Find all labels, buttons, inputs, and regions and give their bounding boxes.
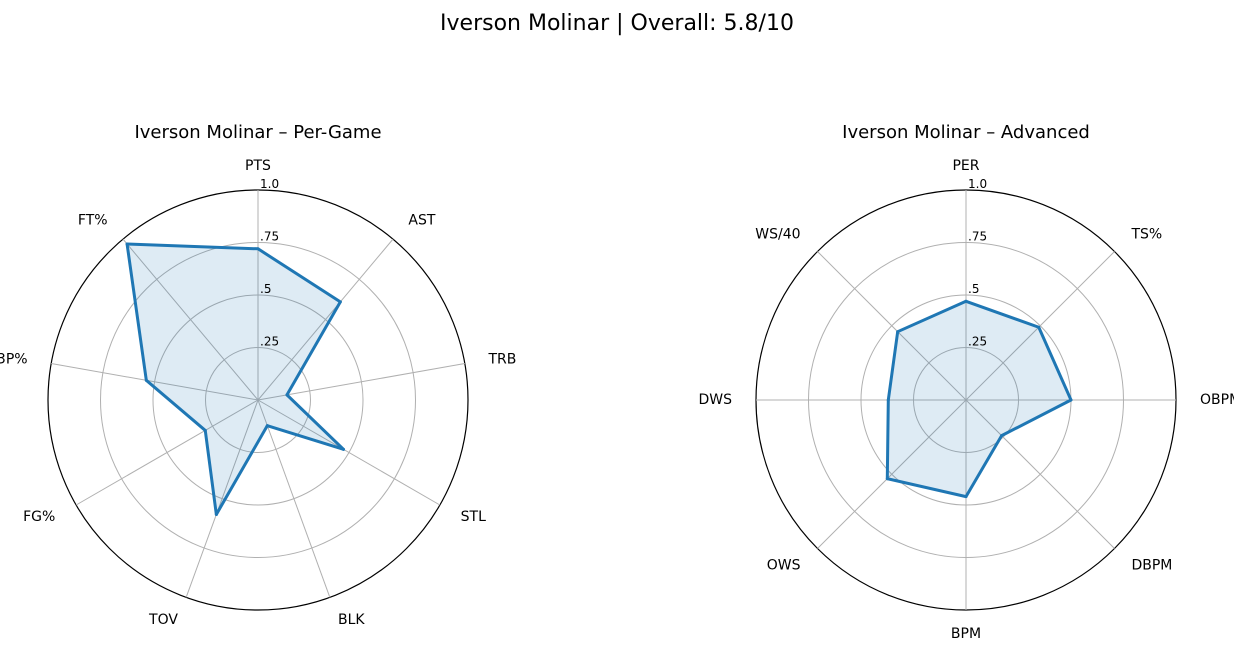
advanced-point-dws (886, 398, 890, 402)
advanced-category-label-ws-40: WS/40 (755, 227, 800, 243)
advanced-point-bpm (964, 495, 968, 499)
per-game-r-tick-label: 1.0 (260, 177, 279, 191)
per-game-category-label-ft-pct: FT% (78, 213, 108, 229)
per-game-radar-chart: Iverson Molinar – Per-Game .25 .5 .75 1.0 PT… (0, 122, 516, 628)
advanced-r-tick-label: .25 (968, 335, 987, 349)
per-game-spoke-stl (257, 399, 441, 506)
advanced-chart-title: Iverson Molinar – Advanced (842, 122, 1090, 143)
per-game-category-label-3p-pct: 3P% (0, 351, 28, 367)
per-game-point-3p-pct (144, 378, 148, 382)
per-game-point-fg-pct (203, 428, 207, 432)
per-game-spoke-fg-pct (75, 399, 259, 506)
per-game-point-tov (214, 512, 218, 516)
per-game-spoke-3p-pct (51, 363, 259, 401)
advanced-spoke-dbpm (965, 399, 1115, 549)
advanced-series-fill (887, 301, 1071, 497)
advanced-point-per (964, 299, 968, 303)
per-game-spoke-ft-pct (122, 238, 259, 401)
advanced-r-tick-label: 1.0 (968, 177, 987, 191)
per-game-r-tick-label: .25 (260, 335, 279, 349)
per-game-r-tick-label: .75 (260, 230, 279, 244)
advanced-spoke-ows (817, 399, 967, 549)
per-game-point-ast (338, 300, 342, 304)
advanced-category-label-obpm: OBPM (1200, 392, 1234, 408)
per-game-point-trb (285, 393, 289, 397)
advanced-point-dbpm (1000, 434, 1004, 438)
per-game-spoke-blk (257, 399, 331, 598)
per-game-category-label-tov: TOV (148, 612, 178, 628)
per-game-category-label-fg-pct: FG% (23, 509, 55, 525)
advanced-r-tick-label: .5 (968, 282, 979, 296)
advanced-category-label-dbpm: DBPM (1131, 557, 1172, 573)
per-game-point-stl (341, 447, 345, 451)
per-game-category-label-ast: AST (408, 213, 435, 229)
advanced-point-obpm (1069, 398, 1073, 402)
per-game-series-line (125, 242, 345, 516)
advanced-category-label-ows: OWS (767, 557, 801, 573)
per-game-point-blk (265, 424, 269, 428)
per-game-chart-title: Iverson Molinar – Per-Game (134, 122, 381, 143)
figure-title: Iverson Molinar | Overall: 5.8/10 (440, 11, 794, 36)
advanced-spoke-ts-pct (965, 251, 1115, 401)
advanced-category-label-ts-pct: TS% (1130, 227, 1162, 243)
advanced-point-ows (885, 477, 889, 481)
per-game-series-fill (127, 243, 344, 515)
per-game-spoke-trb (257, 363, 465, 401)
per-game-category-label-pts: PTS (245, 158, 271, 174)
per-game-point-ft-pct (125, 242, 129, 246)
per-game-category-label-blk: BLK (338, 612, 365, 628)
per-game-spoke-tov (185, 399, 259, 598)
per-game-r-tick-label: .5 (260, 282, 271, 296)
advanced-point-ws-40 (896, 330, 900, 334)
per-game-point-pts (256, 247, 260, 251)
per-game-category-label-stl: STL (461, 509, 486, 525)
advanced-radar-chart: Iverson Molinar – Advanced .25 .5 .75 1.0 PE… (698, 122, 1234, 642)
per-game-category-label-trb: TRB (487, 351, 516, 367)
advanced-r-tick-label: .75 (968, 230, 987, 244)
advanced-point-ts-pct (1037, 325, 1041, 329)
per-game-spoke-ast (257, 238, 394, 401)
advanced-category-label-bpm: BPM (951, 626, 981, 642)
advanced-category-label-dws: DWS (698, 392, 732, 408)
advanced-spoke-ws-40 (817, 251, 967, 401)
advanced-category-label-per: PER (952, 158, 979, 174)
